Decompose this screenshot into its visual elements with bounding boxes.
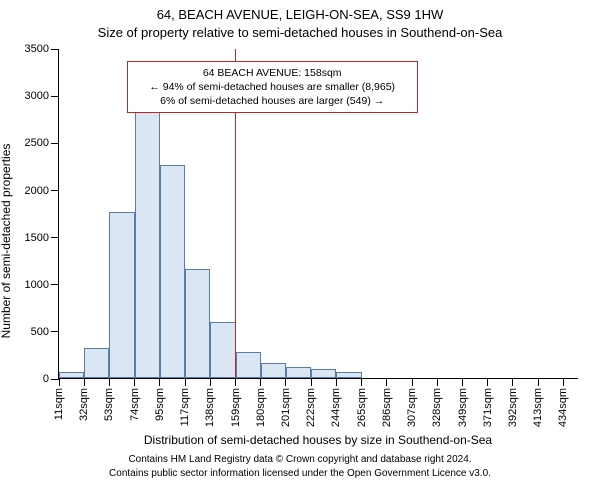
- histogram-bar: [210, 322, 235, 379]
- x-tick-label: 286sqm: [381, 388, 393, 427]
- histogram-bar: [236, 352, 261, 378]
- chart-title-block: 64, BEACH AVENUE, LEIGH-ON-SEA, SS9 1HW …: [0, 0, 600, 41]
- x-tick: [210, 378, 211, 386]
- x-tick-label: 265sqm: [356, 388, 368, 427]
- x-tick: [538, 378, 539, 386]
- x-tick-label: 328sqm: [431, 388, 443, 427]
- histogram-bar: [185, 269, 210, 378]
- x-tick-label: 159sqm: [230, 388, 242, 427]
- x-tick: [437, 378, 438, 386]
- x-tick-label: 201sqm: [280, 388, 292, 427]
- title-address: 64, BEACH AVENUE, LEIGH-ON-SEA, SS9 1HW: [0, 6, 600, 24]
- x-tick-label: 95sqm: [154, 388, 166, 421]
- y-tick-label: 2500: [25, 137, 49, 149]
- y-tick-label: 500: [31, 326, 49, 338]
- plot-wrapper: 050010001500200025003000350011sqm32sqm53…: [58, 49, 578, 379]
- y-tick-label: 1000: [25, 279, 49, 291]
- y-tick-label: 0: [43, 373, 49, 385]
- y-tick: [51, 143, 59, 144]
- x-tick-label: 307sqm: [406, 388, 418, 427]
- x-tick: [285, 378, 286, 386]
- x-tick: [386, 378, 387, 386]
- histogram-bar: [286, 367, 311, 378]
- y-tick: [51, 331, 59, 332]
- x-tick: [159, 378, 160, 386]
- x-tick-label: 371sqm: [482, 388, 494, 427]
- histogram-bar: [135, 97, 160, 378]
- x-tick: [487, 378, 488, 386]
- histogram-bar: [59, 372, 84, 378]
- x-tick-label: 53sqm: [103, 388, 115, 421]
- y-tick-label: 2000: [25, 185, 49, 197]
- x-tick: [134, 378, 135, 386]
- y-tick: [51, 190, 59, 191]
- x-tick: [59, 378, 60, 386]
- histogram-bar: [336, 372, 361, 378]
- x-tick-label: 138sqm: [204, 388, 216, 427]
- x-tick: [512, 378, 513, 386]
- x-tick: [563, 378, 564, 386]
- y-tick-label: 3500: [25, 43, 49, 55]
- y-tick-label: 3000: [25, 90, 49, 102]
- y-tick: [51, 96, 59, 97]
- x-tick: [260, 378, 261, 386]
- x-tick-label: 11sqm: [53, 388, 65, 420]
- x-tick-label: 244sqm: [330, 388, 342, 427]
- x-tick: [462, 378, 463, 386]
- annotation-box: 64 BEACH AVENUE: 158sqm← 94% of semi-det…: [127, 61, 418, 114]
- plot-region: 050010001500200025003000350011sqm32sqm53…: [58, 49, 578, 379]
- x-tick-label: 222sqm: [305, 388, 317, 427]
- x-tick: [84, 378, 85, 386]
- y-tick: [51, 237, 59, 238]
- x-tick: [412, 378, 413, 386]
- x-tick-label: 180sqm: [255, 388, 267, 427]
- annotation-line: ← 94% of semi-detached houses are smalle…: [136, 80, 409, 94]
- footer-line1: Contains HM Land Registry data © Crown c…: [0, 453, 600, 467]
- x-tick-label: 349sqm: [457, 388, 469, 427]
- y-tick-label: 1500: [25, 232, 49, 244]
- y-axis-label: Number of semi-detached properties: [0, 144, 13, 339]
- y-tick: [51, 49, 59, 50]
- title-description: Size of property relative to semi-detach…: [0, 24, 600, 42]
- annotation-line: 64 BEACH AVENUE: 158sqm: [136, 66, 409, 80]
- footer-attribution: Contains HM Land Registry data © Crown c…: [0, 451, 600, 480]
- x-tick: [361, 378, 362, 386]
- x-tick: [336, 378, 337, 386]
- x-tick: [185, 378, 186, 386]
- x-tick-label: 392sqm: [507, 388, 519, 427]
- x-axis-label: Distribution of semi-detached houses by …: [58, 433, 578, 447]
- x-tick: [235, 378, 236, 386]
- x-tick-label: 117sqm: [179, 388, 191, 426]
- x-tick: [311, 378, 312, 386]
- histogram-bar: [84, 348, 109, 378]
- histogram-bar: [109, 212, 134, 378]
- x-tick-label: 413sqm: [532, 388, 544, 427]
- chart-area: Number of semi-detached properties 05001…: [0, 41, 600, 451]
- annotation-line: 6% of semi-detached houses are larger (5…: [136, 94, 409, 108]
- histogram-bar: [311, 369, 336, 378]
- x-tick-label: 434sqm: [557, 388, 569, 427]
- histogram-bar: [261, 363, 286, 378]
- y-tick: [51, 284, 59, 285]
- histogram-bar: [160, 165, 185, 378]
- footer-line2: Contains public sector information licen…: [0, 467, 600, 481]
- x-tick: [109, 378, 110, 386]
- x-tick-label: 74sqm: [129, 388, 141, 421]
- x-tick-label: 32sqm: [78, 388, 90, 421]
